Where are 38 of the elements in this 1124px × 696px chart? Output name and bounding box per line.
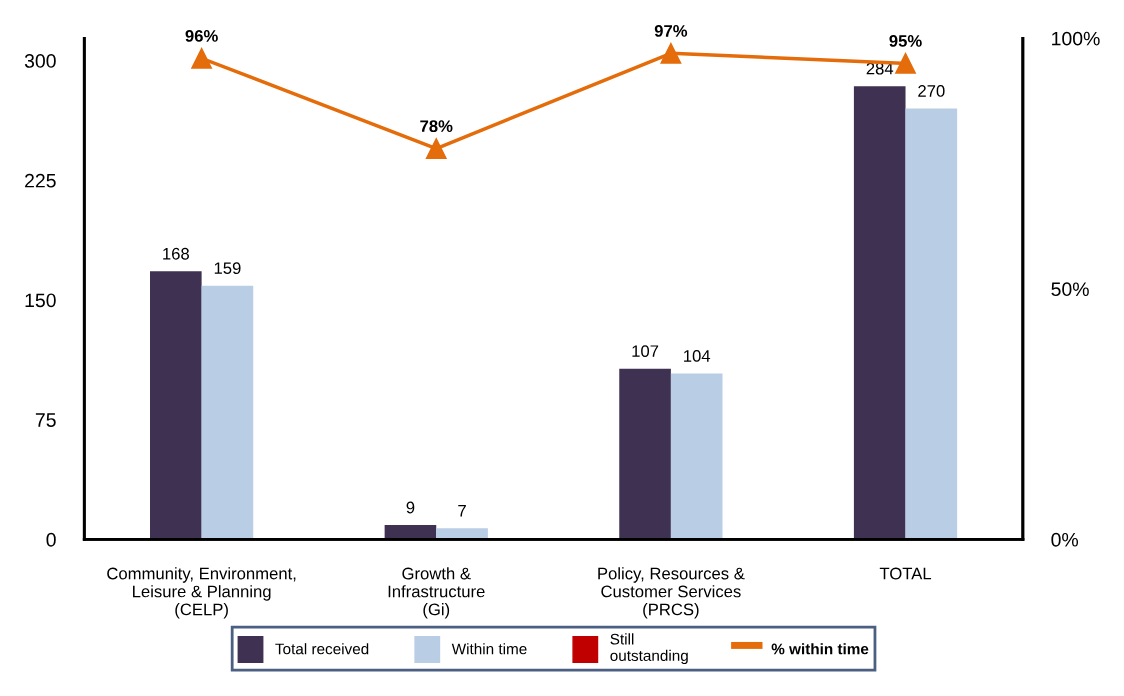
- bar: [436, 528, 488, 540]
- legend-label: % within time: [771, 643, 869, 655]
- data-label: 168: [163, 247, 189, 260]
- point: [425, 138, 447, 159]
- point: [895, 52, 916, 74]
- y-tick-label: 150: [25, 293, 56, 308]
- point: [191, 47, 213, 69]
- data-label: 78%: [420, 120, 453, 133]
- legend-label: Total received: [275, 643, 369, 655]
- data-label: 270: [918, 85, 945, 97]
- data-label: 107: [632, 345, 659, 358]
- bar: [150, 271, 202, 540]
- bar: [670, 373, 723, 540]
- x-tick-label: TOTAL: [879, 567, 932, 580]
- y-tick-label: 0: [46, 532, 56, 547]
- bar: [905, 108, 958, 540]
- data-label: 7: [458, 504, 466, 517]
- bar: [619, 368, 671, 540]
- y2-tick-label: 0%: [1051, 532, 1079, 547]
- y-tick-label: 300: [24, 54, 56, 68]
- y2-tick-label: 50%: [1051, 282, 1089, 297]
- bar: [853, 86, 906, 540]
- data-label: 9: [406, 501, 415, 514]
- legend-label: Within time: [451, 643, 527, 655]
- bar: [201, 285, 254, 540]
- data-label: 104: [684, 349, 711, 362]
- data-label: 96%: [185, 30, 218, 42]
- x-tick-label: Growth & Infrastructure (Gi): [388, 567, 485, 619]
- data-label: 97%: [654, 25, 688, 37]
- legend-label: Still outstanding: [610, 633, 688, 665]
- y-tick-label: 225: [25, 173, 56, 188]
- x-tick-label: Community, Environment, Leisure & Planning (CELP): [107, 567, 296, 619]
- y-tick-label: 75: [35, 413, 56, 427]
- point: [660, 42, 682, 64]
- data-label: 159: [214, 262, 241, 275]
- x-tick-label: Policy, Resources & Customer Services (PRCS): [598, 567, 745, 619]
- y2-tick-label: 100%: [1052, 31, 1100, 46]
- data-label: 95%: [889, 35, 922, 47]
